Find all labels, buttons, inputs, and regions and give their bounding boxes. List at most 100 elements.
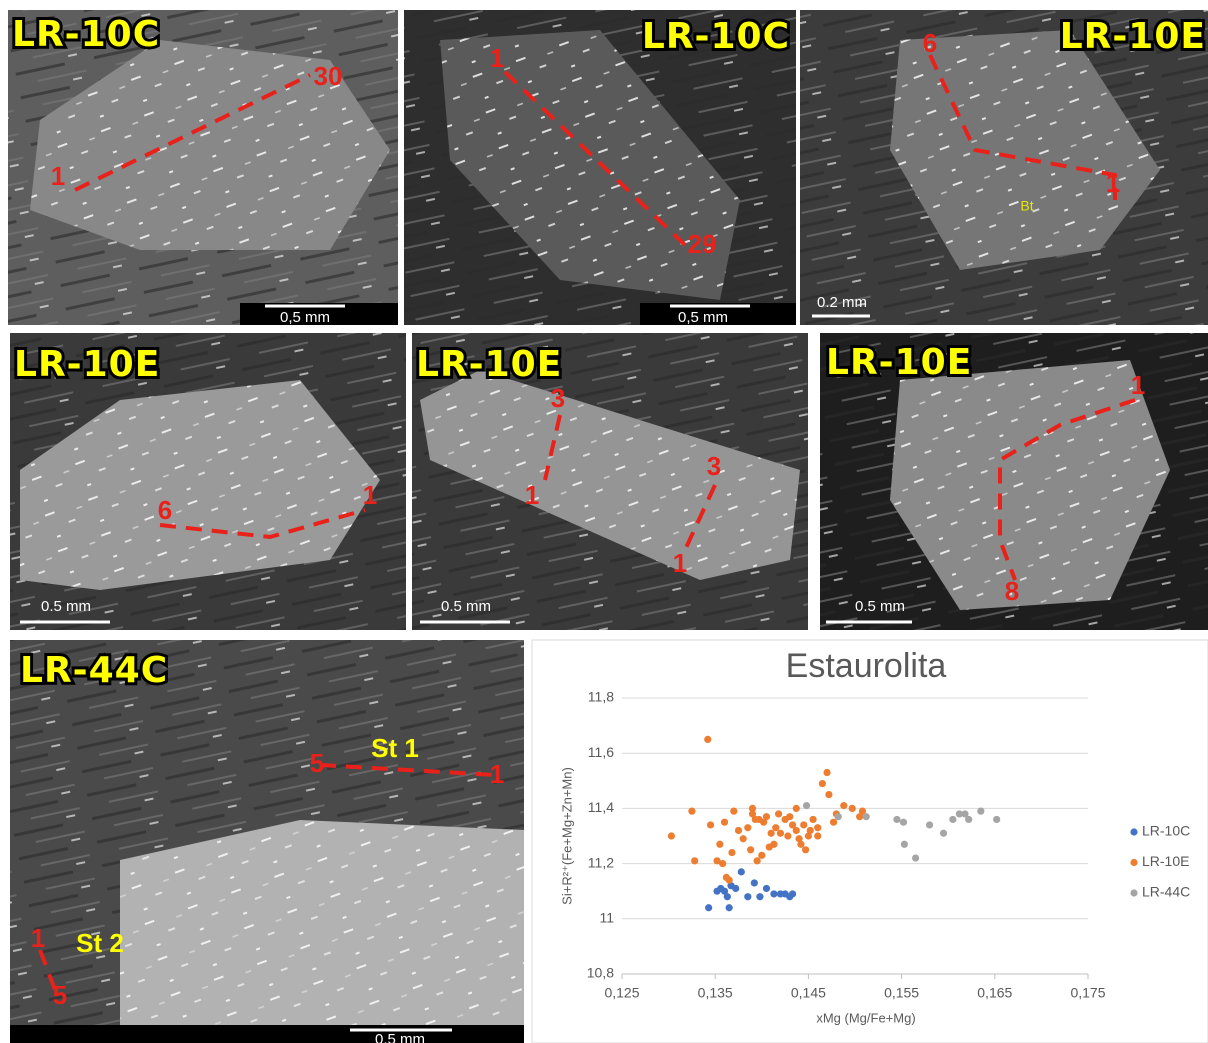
point bbox=[819, 780, 826, 787]
panel-label: LR-10C bbox=[642, 16, 790, 57]
inclusions bbox=[120, 820, 524, 1025]
point bbox=[802, 846, 809, 853]
micrograph-image: 0.5 mm3131LR-10E bbox=[412, 333, 808, 630]
scale-label: 0.5 mm bbox=[855, 598, 905, 615]
annotation: 6 bbox=[923, 28, 937, 58]
point bbox=[993, 816, 1000, 823]
legend-marker bbox=[1130, 859, 1137, 866]
x-axis-label: xMg (Mg/Fe+Mg) bbox=[816, 1010, 915, 1025]
point bbox=[688, 808, 695, 815]
point bbox=[707, 821, 714, 828]
point bbox=[744, 893, 751, 900]
panel-label: LR-10E bbox=[14, 344, 160, 385]
point bbox=[830, 819, 837, 826]
annotation: 1 bbox=[51, 161, 65, 191]
point bbox=[949, 816, 956, 823]
point bbox=[747, 846, 754, 853]
point bbox=[724, 893, 731, 900]
point bbox=[912, 854, 919, 861]
annotation: 1 bbox=[1131, 370, 1145, 400]
point bbox=[777, 830, 784, 837]
point bbox=[926, 821, 933, 828]
x-tick-label: 0,135 bbox=[698, 985, 733, 1001]
point bbox=[691, 857, 698, 864]
point bbox=[863, 813, 870, 820]
annotation: St 1 bbox=[371, 733, 419, 763]
annotation: 29 bbox=[688, 229, 717, 259]
point bbox=[786, 813, 793, 820]
point bbox=[803, 802, 810, 809]
point bbox=[940, 830, 947, 837]
y-axis-label: Si+R²⁺(Fe+Mg+Zn+Mn) bbox=[559, 767, 574, 905]
point bbox=[730, 808, 737, 815]
point bbox=[726, 904, 733, 911]
x-tick-label: 0,155 bbox=[884, 985, 919, 1001]
point bbox=[716, 841, 723, 848]
annotation: 1 bbox=[490, 759, 504, 789]
point bbox=[772, 824, 779, 831]
annotation: 1 bbox=[31, 923, 45, 953]
point bbox=[726, 877, 733, 884]
x-tick-label: 0,125 bbox=[604, 985, 639, 1001]
chart-title: Estaurolita bbox=[786, 647, 947, 685]
micrograph: 0.5 mm 1 8 LR-10E bbox=[820, 333, 1208, 630]
annotation: 5 bbox=[310, 748, 324, 778]
scale-label: 0,5 mm bbox=[280, 309, 330, 326]
panel-label: LR-10C bbox=[12, 14, 160, 55]
point bbox=[797, 841, 804, 848]
point bbox=[744, 824, 751, 831]
point bbox=[840, 802, 847, 809]
point bbox=[749, 805, 756, 812]
point bbox=[793, 805, 800, 812]
annotation: 6 bbox=[158, 495, 172, 525]
point bbox=[735, 827, 742, 834]
point bbox=[721, 819, 728, 826]
annotation: 5 bbox=[53, 980, 67, 1010]
point bbox=[789, 890, 796, 897]
scale-label: 0.5 mm bbox=[441, 598, 491, 615]
point bbox=[668, 832, 675, 839]
panel-label: LR-44C bbox=[20, 650, 168, 691]
point bbox=[849, 805, 856, 812]
y-tick-label: 10,8 bbox=[587, 965, 614, 981]
point bbox=[893, 816, 900, 823]
scale-strip bbox=[10, 1025, 524, 1043]
annotation: 1 bbox=[525, 480, 539, 510]
x-tick-label: 0,145 bbox=[791, 985, 826, 1001]
y-tick-label: 11 bbox=[599, 910, 614, 926]
point bbox=[835, 813, 842, 820]
legend-marker bbox=[1130, 828, 1137, 835]
x-tick-label: 0,175 bbox=[1070, 985, 1105, 1001]
scale-label: 0.5 mm bbox=[375, 1031, 425, 1043]
annotation: 1 bbox=[1106, 168, 1120, 198]
point bbox=[763, 885, 770, 892]
point bbox=[770, 890, 777, 897]
point bbox=[793, 827, 800, 834]
point bbox=[740, 835, 747, 842]
annotation: Bt bbox=[1020, 198, 1033, 214]
annotation: 1 bbox=[673, 548, 687, 578]
point bbox=[814, 832, 821, 839]
annotation: 8 bbox=[1005, 576, 1019, 606]
scale-label: 0.5 mm bbox=[41, 598, 91, 615]
point bbox=[704, 736, 711, 743]
legend-marker bbox=[1130, 889, 1137, 896]
point bbox=[756, 893, 763, 900]
micrograph: 0.2 mm61BtLR-10E bbox=[800, 10, 1208, 325]
point bbox=[770, 841, 777, 848]
scale-label: 0,5 mm bbox=[678, 309, 728, 326]
annotation: St 2 bbox=[76, 928, 124, 958]
point bbox=[977, 808, 984, 815]
point bbox=[763, 813, 770, 820]
panel-label: LR-10E bbox=[826, 342, 972, 383]
point bbox=[719, 860, 726, 867]
point bbox=[768, 830, 775, 837]
point bbox=[965, 816, 972, 823]
y-tick-label: 11,8 bbox=[588, 689, 614, 705]
